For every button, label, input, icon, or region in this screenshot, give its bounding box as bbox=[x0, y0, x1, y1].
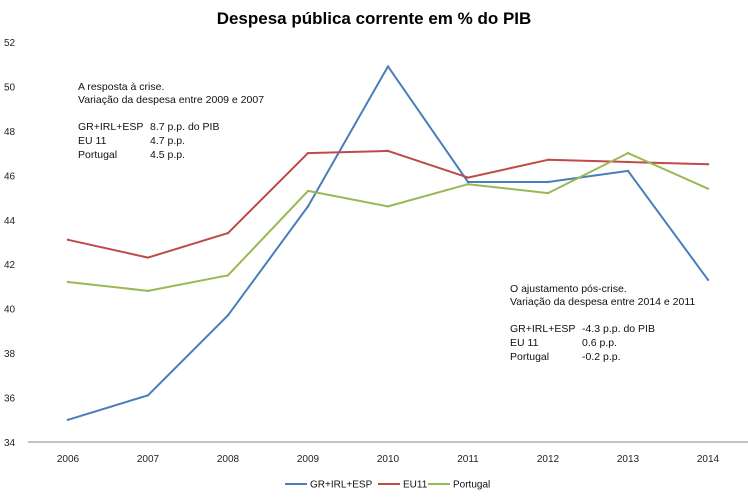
annotation-row-label: EU 11 bbox=[78, 135, 107, 147]
legend-item: Portugal bbox=[428, 480, 490, 491]
data-point bbox=[626, 151, 630, 155]
data-point bbox=[546, 180, 550, 184]
data-point bbox=[226, 231, 230, 235]
data-point bbox=[706, 187, 710, 190]
annotation-row-label: GR+IRL+ESP bbox=[510, 323, 575, 335]
data-point bbox=[226, 314, 230, 317]
data-point bbox=[306, 189, 310, 193]
data-point bbox=[626, 160, 630, 164]
y-tick-label: 34 bbox=[4, 438, 16, 449]
data-point bbox=[706, 278, 710, 281]
data-point bbox=[466, 176, 470, 179]
legend-label: GR+IRL+ESP bbox=[310, 480, 373, 491]
legend-label: Portugal bbox=[453, 480, 490, 491]
y-tick-label: 40 bbox=[4, 305, 16, 316]
annotation-row-value: 4.5 p.p. bbox=[150, 149, 185, 161]
annotation-line: Variação da despesa entre 2009 e 2007 bbox=[78, 94, 264, 106]
data-point bbox=[226, 274, 230, 277]
annotation-row-label: Portugal bbox=[510, 351, 549, 363]
annotation-row-label: EU 11 bbox=[510, 337, 539, 349]
y-tick-label: 50 bbox=[4, 82, 16, 93]
data-point bbox=[386, 65, 390, 68]
y-tick-label: 52 bbox=[4, 38, 16, 49]
legend-item: EU11 bbox=[378, 480, 428, 491]
x-tick-label: 2009 bbox=[297, 454, 320, 465]
chart-title: Despesa pública corrente em % do PIB bbox=[217, 9, 532, 28]
data-point bbox=[66, 418, 70, 421]
annotation-crisis: A resposta à crise.Variação da despesa e… bbox=[78, 81, 264, 161]
data-point bbox=[146, 256, 150, 259]
data-point bbox=[306, 151, 310, 155]
y-axis: 34 36 38 40 42 44 46 48 50 52 bbox=[4, 38, 16, 449]
annotation-line: Variação da despesa entre 2014 e 2011 bbox=[510, 296, 695, 308]
y-tick-label: 42 bbox=[4, 260, 16, 271]
data-point bbox=[146, 289, 150, 293]
x-tick-label: 2011 bbox=[457, 454, 479, 465]
annotation-row-label: Portugal bbox=[78, 149, 117, 161]
annotation-row-value: -0.2 p.p. bbox=[582, 351, 621, 363]
data-point bbox=[466, 183, 470, 186]
data-point bbox=[386, 149, 390, 153]
data-point bbox=[546, 158, 550, 161]
annotation-row-label: GR+IRL+ESP bbox=[78, 121, 143, 133]
annotation-adjustment: O ajustamento pós-crise.Variação da desp… bbox=[510, 283, 695, 363]
annotation-line: A resposta à crise. bbox=[78, 81, 164, 93]
y-tick-label: 48 bbox=[4, 127, 16, 138]
annotation-line: O ajustamento pós-crise. bbox=[510, 283, 627, 295]
legend-item: GR+IRL+ESP bbox=[285, 480, 373, 491]
legend-label: EU11 bbox=[403, 480, 428, 491]
annotation-row-value: 4.7 p.p. bbox=[150, 135, 185, 147]
x-tick-label: 2012 bbox=[537, 454, 560, 465]
y-tick-label: 36 bbox=[4, 394, 16, 405]
data-point bbox=[706, 163, 710, 166]
data-point bbox=[386, 205, 390, 208]
series-line-1 bbox=[67, 149, 709, 259]
y-tick-label: 46 bbox=[4, 171, 16, 182]
data-point bbox=[66, 280, 70, 284]
series-lines bbox=[66, 65, 710, 421]
annotation-row-value: -4.3 p.p. do PIB bbox=[582, 323, 655, 335]
series-line-0 bbox=[67, 65, 709, 421]
legend: GR+IRL+ESP EU11 Portugal bbox=[285, 480, 490, 491]
x-tick-label: 2006 bbox=[57, 454, 80, 465]
annotation-row-value: 8.7 p.p. do PIB bbox=[150, 121, 219, 133]
annotations: A resposta à crise.Variação da despesa e… bbox=[78, 81, 695, 363]
x-tick-label: 2008 bbox=[217, 454, 240, 465]
data-point bbox=[66, 238, 70, 241]
x-tick-label: 2007 bbox=[137, 454, 160, 465]
y-tick-label: 38 bbox=[4, 349, 16, 360]
data-point bbox=[546, 191, 550, 195]
x-axis: 2006 2007 2008 2009 2010 2011 2012 2013 2014 bbox=[57, 454, 720, 465]
x-tick-label: 2013 bbox=[617, 454, 640, 465]
data-point bbox=[146, 394, 150, 397]
x-tick-label: 2010 bbox=[377, 454, 400, 465]
y-tick-label: 44 bbox=[4, 216, 16, 227]
data-point bbox=[466, 180, 470, 184]
data-point bbox=[626, 169, 630, 173]
annotation-row-value: 0.6 p.p. bbox=[582, 337, 617, 349]
data-point bbox=[306, 205, 310, 208]
x-tick-label: 2014 bbox=[697, 454, 720, 465]
